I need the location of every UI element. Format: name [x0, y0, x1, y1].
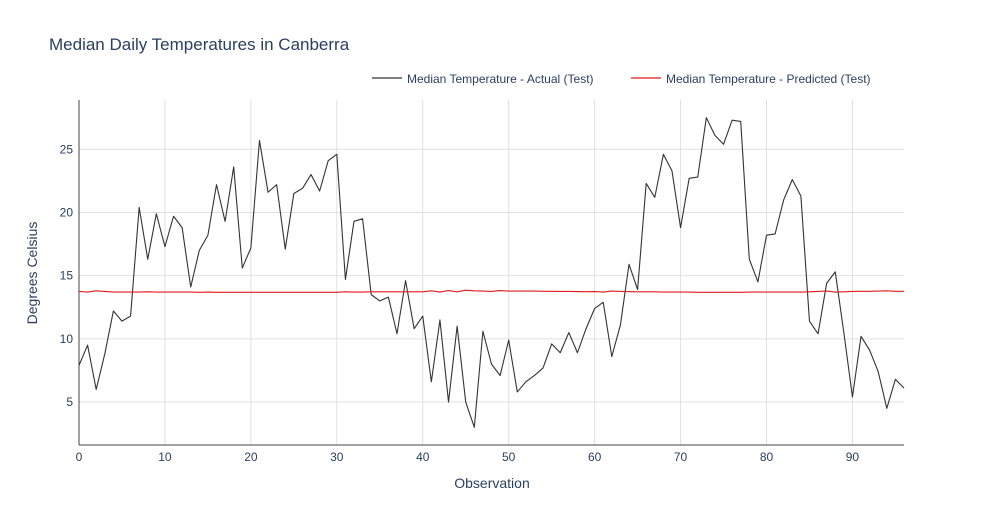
x-tick-label: 80 — [760, 450, 774, 464]
x-tick-labels: 0 10 20 30 40 50 60 70 80 90 — [76, 450, 860, 464]
x-axis-title: Observation — [454, 475, 529, 491]
y-tick-label: 20 — [60, 205, 74, 219]
y-tick-label: 15 — [60, 269, 74, 283]
y-tick-label: 25 — [60, 142, 74, 156]
series-line-actual — [78, 117, 905, 428]
legend-item-predicted[interactable]: Median Temperature - Predicted (Test) — [631, 72, 871, 86]
legend-label-actual: Median Temperature - Actual (Test) — [407, 72, 594, 86]
x-tick-label: 40 — [416, 450, 430, 464]
x-tick-label: 70 — [674, 450, 688, 464]
series-layer — [78, 117, 905, 428]
y-tick-label: 5 — [66, 395, 73, 409]
x-tick-label: 0 — [76, 450, 83, 464]
legend-label-predicted: Median Temperature - Predicted (Test) — [666, 72, 871, 86]
x-tick-label: 50 — [502, 450, 516, 464]
x-tick-label: 30 — [330, 450, 344, 464]
x-gridlines — [78, 100, 853, 445]
y-tick-label: 10 — [60, 332, 74, 346]
legend-item-actual[interactable]: Median Temperature - Actual (Test) — [372, 72, 594, 86]
x-tick-label: 10 — [158, 450, 172, 464]
series-line-predicted — [78, 289, 904, 293]
x-tick-label: 90 — [846, 450, 860, 464]
chart-title: Median Daily Temperatures in Canberra — [49, 35, 350, 54]
x-tick-label: 60 — [588, 450, 602, 464]
y-tick-labels: 5 10 15 20 25 — [60, 142, 74, 409]
y-axis-title: Degrees Celsius — [24, 222, 40, 325]
legend: Median Temperature - Actual (Test) Media… — [372, 72, 871, 86]
x-tick-label: 20 — [244, 450, 258, 464]
